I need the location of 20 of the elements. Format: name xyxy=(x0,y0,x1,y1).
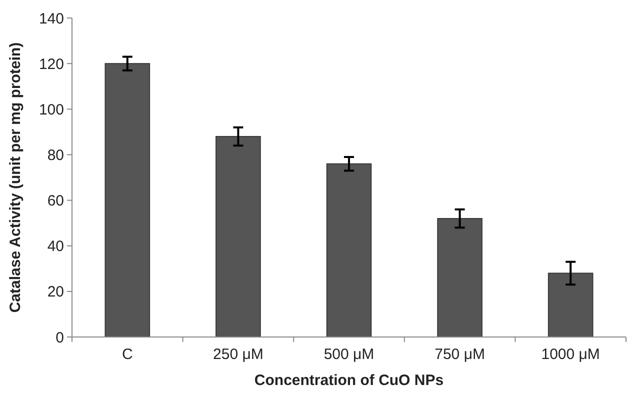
bar xyxy=(437,218,482,338)
y-tick-label: 60 xyxy=(47,192,64,210)
x-tick-label: 1000 μM xyxy=(541,346,600,363)
x-tick-label: 250 μM xyxy=(213,346,264,363)
y-tick-label: 0 xyxy=(56,329,64,346)
bar xyxy=(104,63,150,338)
y-tick-label: 120 xyxy=(38,56,64,73)
y-tick-label: 100 xyxy=(38,101,64,118)
y-tick-label: 80 xyxy=(47,146,64,164)
x-tick-label: 750 μM xyxy=(434,346,485,363)
y-tick-label: 40 xyxy=(47,238,64,256)
x-axis-title: Concentration of CuO NPs xyxy=(254,372,444,389)
bar xyxy=(326,163,372,338)
y-tick-label: 140 xyxy=(38,10,64,28)
y-axis-title: Catalase Activity (unit per mg protein) xyxy=(7,42,24,313)
bar xyxy=(216,136,261,338)
y-tick-label: 20 xyxy=(47,284,64,301)
x-tick-label: C xyxy=(122,346,133,363)
x-tick-label: 500 μM xyxy=(324,346,374,363)
bar xyxy=(548,272,594,338)
